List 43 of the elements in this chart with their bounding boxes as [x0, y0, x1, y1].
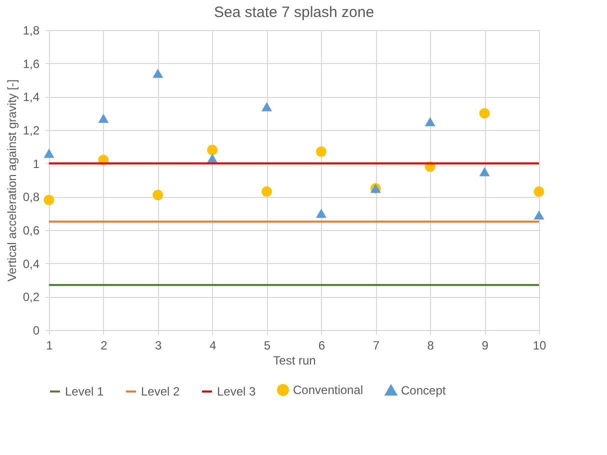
point: [98, 114, 109, 123]
x-tick-label: 9: [482, 338, 489, 352]
point: [534, 210, 544, 220]
y-tick-label: 0: [32, 324, 40, 338]
x-tick-label: 5: [264, 338, 271, 352]
x-axis-title: Test run: [273, 354, 316, 368]
point: [262, 186, 272, 197]
x-tick-label: 6: [318, 338, 326, 352]
point: [152, 190, 164, 200]
y-tick-label: 1,8: [22, 24, 40, 38]
legend-label: Level 2: [141, 384, 180, 398]
x-tick-label: 2: [100, 338, 108, 352]
x-tick-label: 10: [532, 338, 546, 352]
x-tick-label: 7: [372, 338, 380, 352]
point: [316, 146, 326, 157]
y-tick-label: 0,6: [22, 224, 40, 238]
point: [316, 208, 326, 218]
legend-label: Level 1: [65, 384, 104, 398]
y-tick-label: 0,8: [22, 190, 40, 204]
point: [207, 144, 218, 156]
point: [534, 186, 544, 197]
point: [424, 117, 436, 126]
x-tick-label: 4: [209, 338, 216, 352]
x-tick-label: 8: [427, 338, 434, 352]
point: [152, 68, 164, 78]
point: [479, 108, 490, 119]
point: [479, 167, 490, 176]
y-tick-label: 1,6: [22, 56, 40, 71]
x-tick-label: 3: [155, 338, 162, 352]
y-tick-label: 0,4: [22, 256, 40, 271]
point: [262, 102, 272, 112]
x-tick-label: 1: [46, 338, 54, 352]
point: [44, 194, 54, 206]
y-tick-label: 0,2: [22, 290, 40, 304]
y-axis-title: Vertical acceleration against gravity [-]: [4, 79, 19, 282]
legend-label: Conventional: [293, 383, 364, 397]
point: [44, 148, 54, 158]
legend-label: Concept: [401, 383, 446, 398]
y-tick-label: 1,4: [22, 90, 40, 104]
legend-label: Level 3: [217, 384, 256, 398]
y-tick-label: 1,2: [22, 124, 40, 138]
chart-title: Sea state 7 splash zone: [214, 4, 374, 21]
y-tick-label: 1: [32, 156, 40, 171]
